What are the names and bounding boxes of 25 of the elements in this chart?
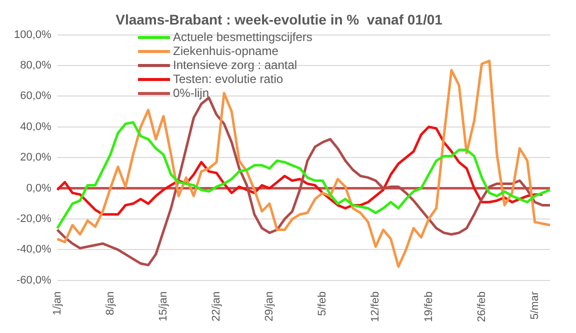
y-tick-label: 60,0% — [20, 90, 52, 102]
x-tick-label: 22/jan — [210, 291, 223, 322]
legend-label: 0%-lijn — [173, 86, 210, 100]
y-tick-label: -60,0% — [16, 274, 52, 286]
x-tick-label: 15/jan — [157, 291, 170, 322]
x-tick-label: 19/feb — [422, 291, 435, 322]
chart-title: Vlaams-Brabant : week-evolutie in % vanaf 01/01 — [116, 11, 443, 28]
y-tick-label: 20,0% — [20, 152, 52, 164]
x-tick-label: 29/jan — [264, 291, 276, 322]
y-tick-label: 80,0% — [20, 60, 52, 72]
y-tick-label: 40,0% — [20, 120, 52, 133]
x-tick-label: 5/feb — [316, 291, 329, 316]
y-tick-label: -20,0% — [16, 213, 52, 226]
y-tick-label: 0,0% — [26, 182, 52, 194]
y-tick-label: 100,0% — [14, 28, 52, 41]
x-tick-label: 26/feb — [476, 291, 488, 322]
x-tick-label: 1/jan — [51, 291, 64, 316]
x-tick-label: 8/jan — [104, 291, 116, 316]
x-tick-label: 5/mar — [528, 291, 541, 320]
legend-label: Intensieve zorg : aantal — [173, 58, 298, 72]
x-tick-label: 12/feb — [370, 291, 382, 322]
legend-label: Ziekenhuis-opname — [173, 44, 278, 58]
y-tick-label: -40,0% — [16, 244, 52, 256]
legend-label: Actuele besmettingscijfers — [173, 30, 312, 44]
legend-label: Testen: evolutie ratio — [173, 72, 284, 86]
